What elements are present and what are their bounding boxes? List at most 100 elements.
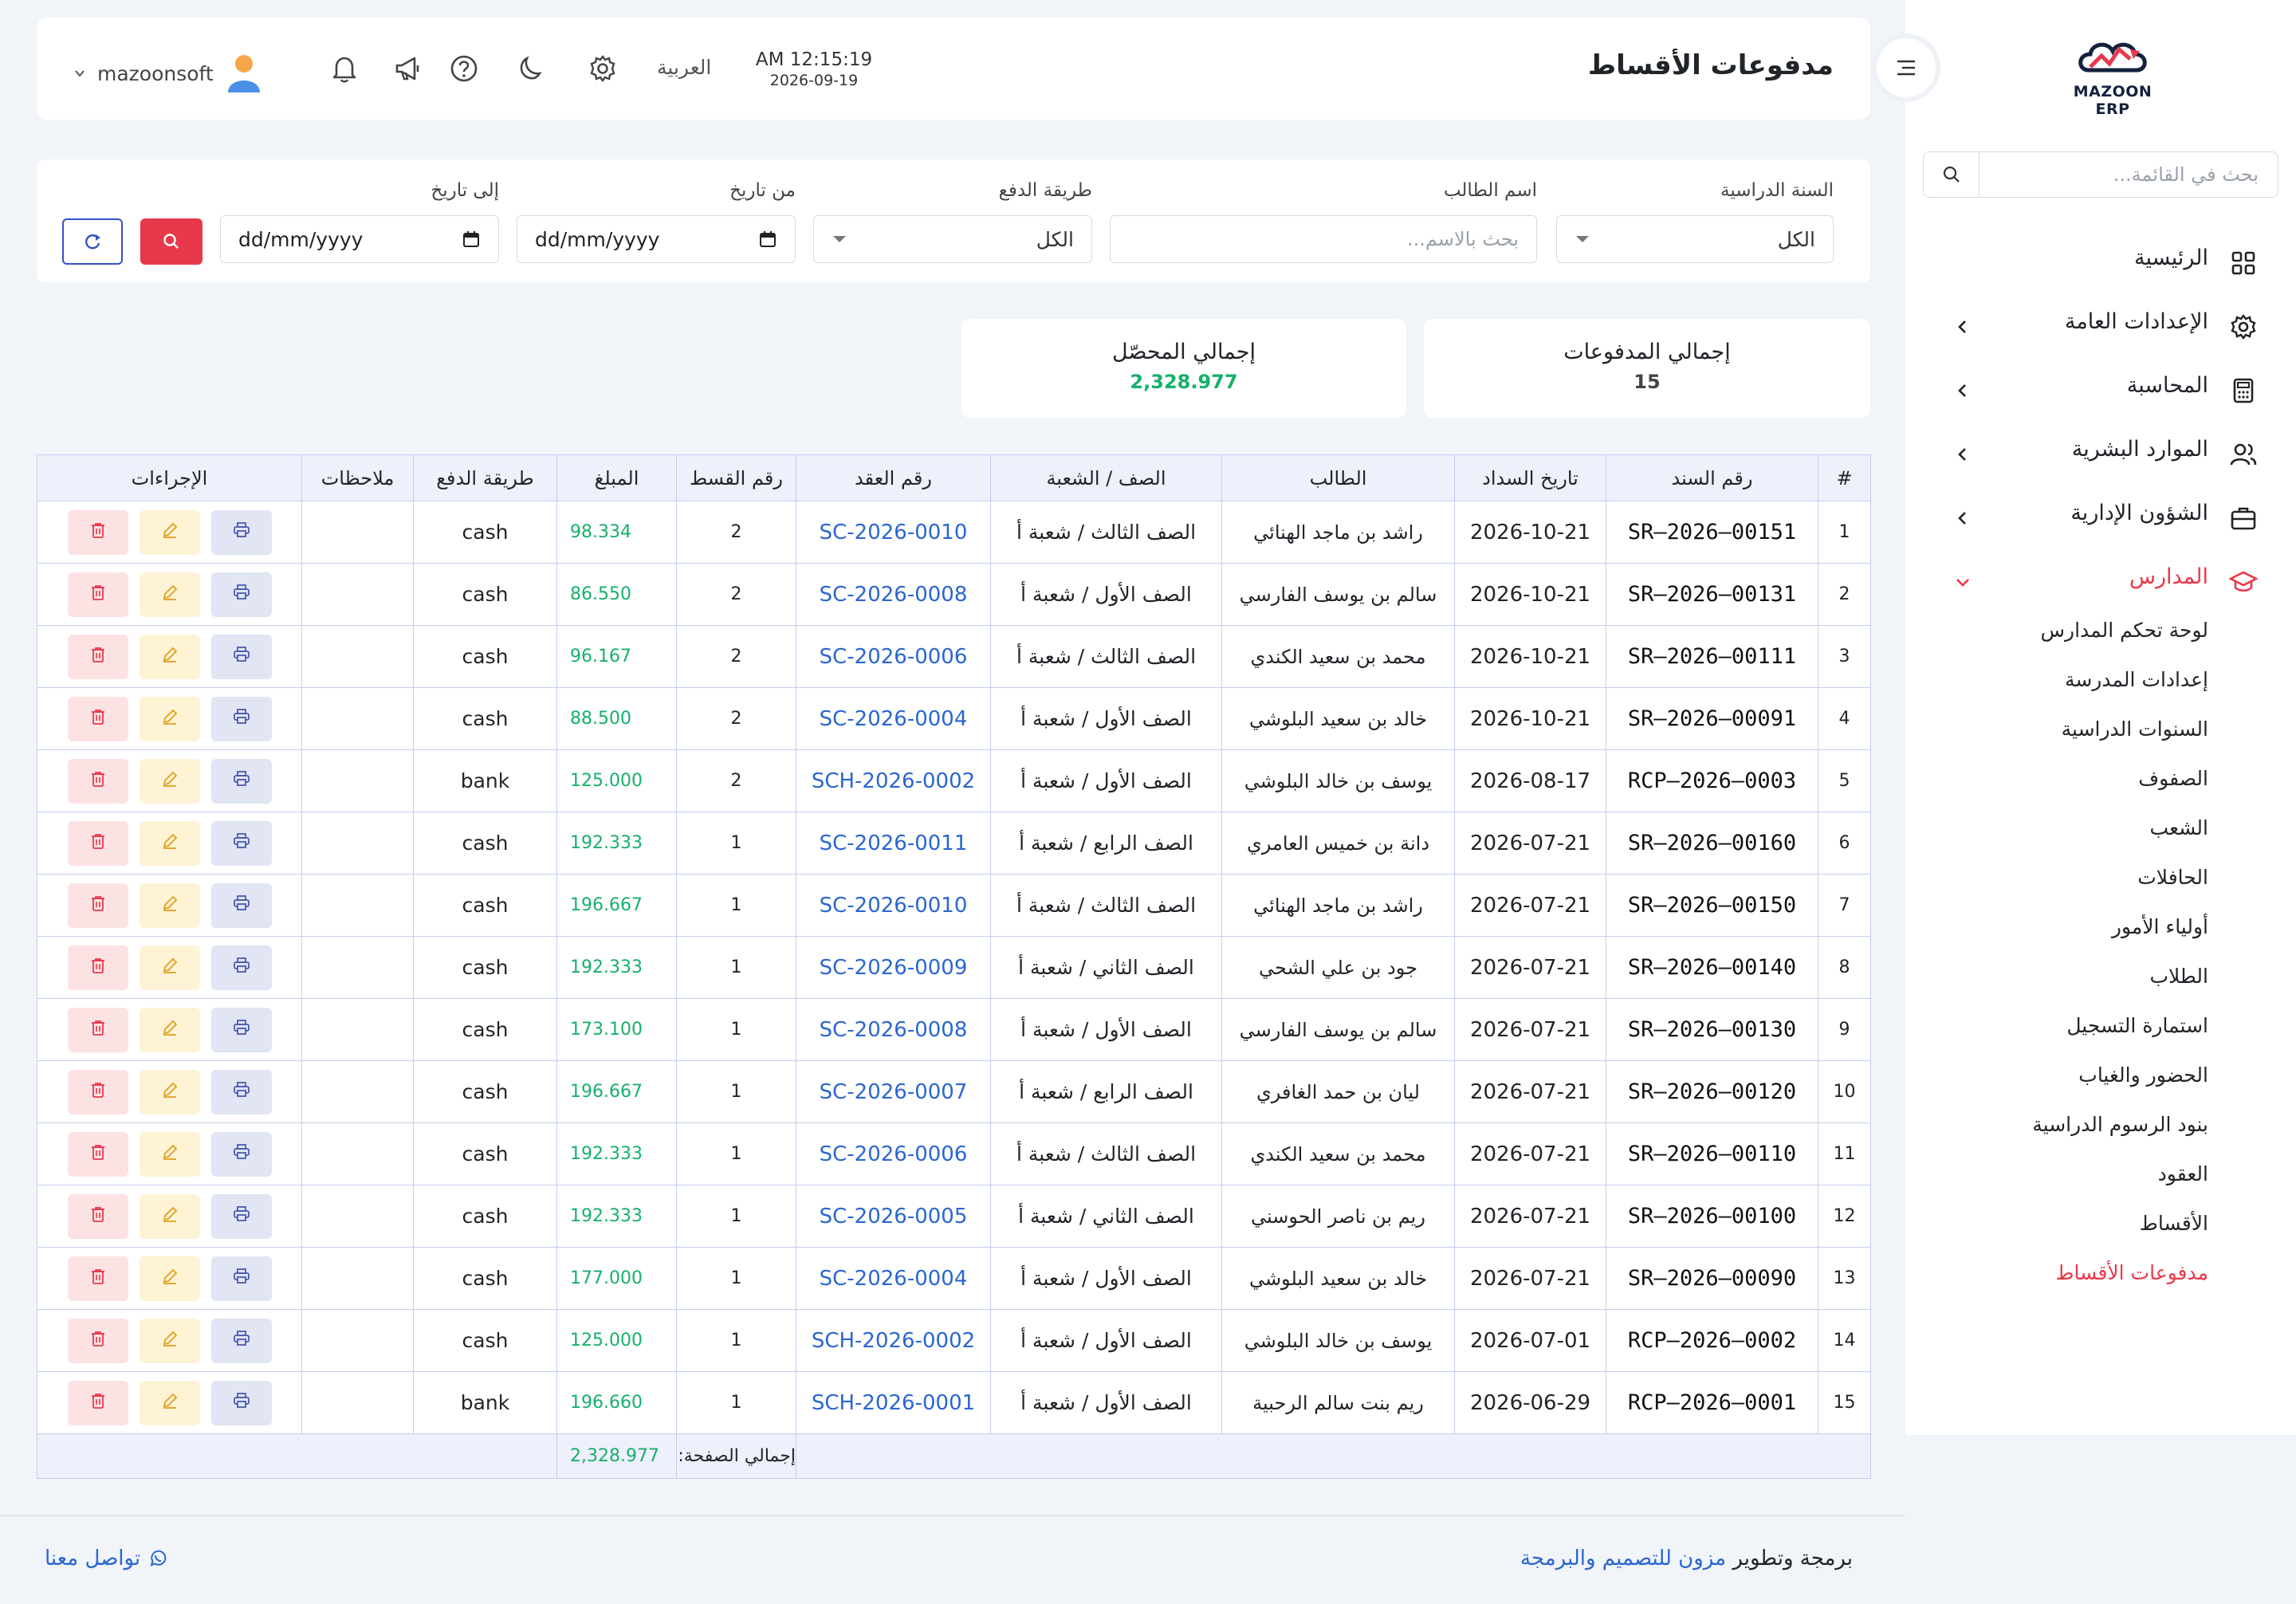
edit-button[interactable] [139, 1380, 200, 1425]
edit-button[interactable] [139, 1007, 200, 1052]
sidebar-subitem-attendance[interactable]: الحضور والغياب [2078, 1063, 2208, 1087]
delete-button[interactable] [67, 1318, 128, 1363]
edit-button[interactable] [139, 1193, 200, 1239]
contract-number-link[interactable]: SC-2026-0008 [796, 563, 991, 626]
contract-number-link[interactable]: SCH-2026-0001 [796, 1371, 991, 1434]
contract-number-link[interactable]: SC-2026-0008 [796, 998, 991, 1061]
sidebar-subitem-fee-items[interactable]: بنود الرسوم الدراسية [2032, 1113, 2208, 1136]
print-button[interactable] [210, 509, 272, 555]
print-button[interactable] [210, 945, 272, 990]
user-menu[interactable]: mazoonsoft [73, 53, 263, 94]
delete-button[interactable] [67, 1007, 128, 1052]
edit-button[interactable] [139, 945, 200, 990]
print-button[interactable] [210, 1318, 272, 1363]
sidebar-subitem-guardians[interactable]: أولياء الأمور [2111, 915, 2208, 938]
contract-number-link[interactable]: SC-2026-0005 [796, 1185, 991, 1248]
sidebar-subitem-installment-payments[interactable]: مدفوعات الأقساط [2055, 1261, 2208, 1284]
sidebar-subitem-academic-years[interactable]: السنوات الدراسية [2061, 717, 2208, 741]
contract-number-link[interactable]: SCH-2026-0002 [796, 749, 991, 812]
print-button[interactable] [210, 758, 272, 804]
filter-student-input[interactable] [1111, 216, 1536, 262]
edit-button[interactable] [139, 820, 200, 866]
contract-number-link[interactable]: SC-2026-0009 [796, 936, 991, 999]
sidebar-item-accounting[interactable]: المحاسبة [1905, 359, 2296, 423]
delete-button[interactable] [67, 945, 128, 990]
filter-year-select[interactable]: الكل [1556, 215, 1834, 263]
delete-button[interactable] [67, 1380, 128, 1425]
sidebar-subitem-contracts[interactable]: العقود [2157, 1162, 2208, 1185]
contract-number-link[interactable]: SC-2026-0004 [796, 687, 991, 750]
help-icon[interactable] [448, 53, 480, 85]
edit-button[interactable] [139, 1256, 200, 1301]
sidebar-item-admin[interactable]: الشؤون الإدارية [1905, 486, 2296, 550]
sidebar-subitem-grades[interactable]: الصفوف [2138, 767, 2208, 790]
edit-button[interactable] [139, 1069, 200, 1115]
contract-number-link[interactable]: SC-2026-0007 [796, 1060, 991, 1123]
delete-button[interactable] [67, 820, 128, 866]
filter-to-date[interactable]: dd/mm/yyyy [220, 215, 499, 263]
print-button[interactable] [210, 1256, 272, 1301]
edit-button[interactable] [139, 758, 200, 804]
sidebar-item-hr[interactable]: الموارد البشرية [1905, 423, 2296, 486]
edit-button[interactable] [139, 634, 200, 679]
footer-credit-brand[interactable]: مزون للتصميم والبرمجة [1520, 1547, 1727, 1571]
contract-number-link[interactable]: SCH-2026-0002 [796, 1309, 991, 1372]
sidebar-subitem-school-settings[interactable]: إعدادات المدرسة [2064, 668, 2208, 691]
sidebar-subitem-sections[interactable]: الشعب [2149, 816, 2208, 839]
sidebar-subitem-installments[interactable]: الأقساط [2139, 1212, 2208, 1235]
gear-icon[interactable] [587, 53, 619, 85]
contract-number-link[interactable]: SC-2026-0010 [796, 874, 991, 937]
print-button[interactable] [210, 572, 272, 617]
contract-number-link[interactable]: SC-2026-0006 [796, 625, 991, 688]
contract-number-link[interactable]: SC-2026-0004 [796, 1247, 991, 1310]
moon-icon[interactable] [513, 53, 545, 85]
sidebar-search-input[interactable] [1980, 152, 2278, 197]
delete-button[interactable] [67, 634, 128, 679]
filter-method-select[interactable]: الكل [813, 215, 1092, 263]
contract-number-link[interactable]: SC-2026-0010 [796, 501, 991, 564]
reset-button[interactable] [62, 218, 123, 265]
print-button[interactable] [210, 883, 272, 928]
delete-button[interactable] [67, 509, 128, 555]
delete-button[interactable] [67, 572, 128, 617]
search-icon[interactable] [1924, 152, 1980, 197]
bell-icon[interactable] [328, 53, 360, 85]
edit-button[interactable] [139, 883, 200, 928]
logo[interactable]: MAZOON ERP [2061, 33, 2164, 118]
delete-button[interactable] [67, 696, 128, 741]
print-button[interactable] [210, 634, 272, 679]
edit-button[interactable] [139, 572, 200, 617]
contract-number-link[interactable]: SC-2026-0006 [796, 1122, 991, 1185]
print-button[interactable] [210, 696, 272, 741]
delete-button[interactable] [67, 883, 128, 928]
sidebar-item-schools[interactable]: المدارس [1905, 550, 2296, 614]
print-button[interactable] [210, 1069, 272, 1115]
print-button[interactable] [210, 1380, 272, 1425]
megaphone-icon[interactable] [392, 53, 424, 85]
filter-from-date[interactable]: dd/mm/yyyy [517, 215, 796, 263]
sidebar-subitem-schools-dashboard[interactable]: لوحة تحكم المدارس [2040, 619, 2209, 642]
contract-number-link[interactable]: SC-2026-0011 [796, 812, 991, 875]
delete-button[interactable] [67, 1193, 128, 1239]
sidebar-item-settings[interactable]: الإعدادات العامة [1905, 295, 2296, 359]
print-button[interactable] [210, 1007, 272, 1052]
print-button[interactable] [210, 820, 272, 866]
footer-contact-link[interactable]: تواصل معنا [45, 1547, 167, 1571]
search-button[interactable] [140, 218, 202, 265]
sidebar-subitem-students[interactable]: الطلاب [2149, 965, 2208, 988]
delete-button[interactable] [67, 1069, 128, 1115]
delete-button[interactable] [67, 758, 128, 804]
delete-button[interactable] [67, 1131, 128, 1177]
edit-button[interactable] [139, 1318, 200, 1363]
sidebar-item-home[interactable]: الرئيسية [1905, 231, 2296, 295]
edit-button[interactable] [139, 509, 200, 555]
print-button[interactable] [210, 1131, 272, 1177]
sidebar-subitem-buses[interactable]: الحافلات [2137, 866, 2208, 889]
edit-button[interactable] [139, 1131, 200, 1177]
delete-button[interactable] [67, 1256, 128, 1301]
edit-button[interactable] [139, 696, 200, 741]
sidebar-subitem-registration-form[interactable]: استمارة التسجيل [2066, 1014, 2208, 1037]
language-switch[interactable]: العربية [657, 56, 712, 79]
print-button[interactable] [210, 1193, 272, 1239]
sidebar-toggle-button[interactable] [1872, 33, 1940, 102]
